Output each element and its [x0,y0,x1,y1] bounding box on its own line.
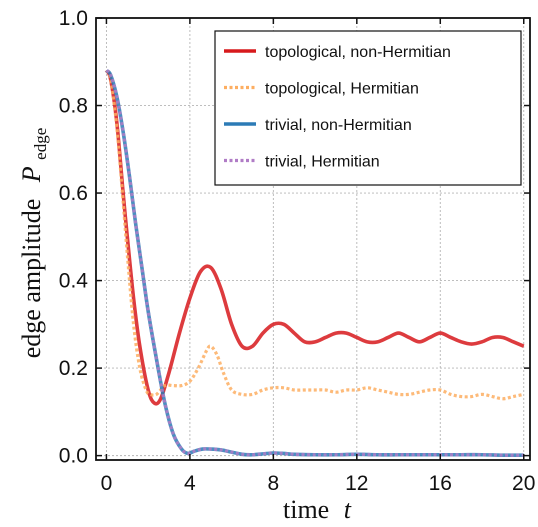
x-tick-label: 0 [101,472,113,495]
tick-labels: 0 4 8 12 16 20 0.0 0.2 0.4 0.6 0.8 1.0 [59,7,536,495]
y-tick-label: 0.0 [59,445,88,468]
legend: topological, non-Hermitian topological, H… [214,30,522,186]
x-axis-label-symbol: t [344,495,352,524]
legend-label-0: topological, non-Hermitian [265,44,451,61]
x-axis-label-text: time [283,495,329,524]
series-line-0 [104,69,525,406]
legend-label-3: trivial, Hermitian [265,154,380,171]
y-tick-label: 1.0 [59,7,88,30]
x-tick-label: 16 [429,472,452,495]
x-tick-label: 8 [268,472,280,495]
y-axis-label: edge amplitude P edge [17,128,50,359]
plot-frame [95,17,531,461]
legend-box [214,30,522,186]
y-tick-label: 0.8 [59,95,88,118]
axis-ticks [96,17,530,460]
legend-label-2: trivial, non-Hermitian [265,117,412,134]
y-axis-label-subscript: edge [31,128,50,160]
series-line-3 [105,69,524,457]
legend-label-1: topological, Hermitian [265,81,419,98]
y-axis-label-symbol: P [17,166,46,183]
series-layer [104,69,525,458]
y-tick-label: 0.6 [59,182,88,205]
y-tick-label: 0.2 [59,357,88,380]
x-axis-label: time t [283,495,352,524]
x-tick-label: 12 [345,472,368,495]
x-tick-label: 4 [184,472,196,495]
y-axis-label-text: edge amplitude [17,199,46,359]
series-line-1 [104,69,525,401]
x-tick-label: 20 [512,472,535,495]
y-tick-label: 0.4 [59,270,89,293]
